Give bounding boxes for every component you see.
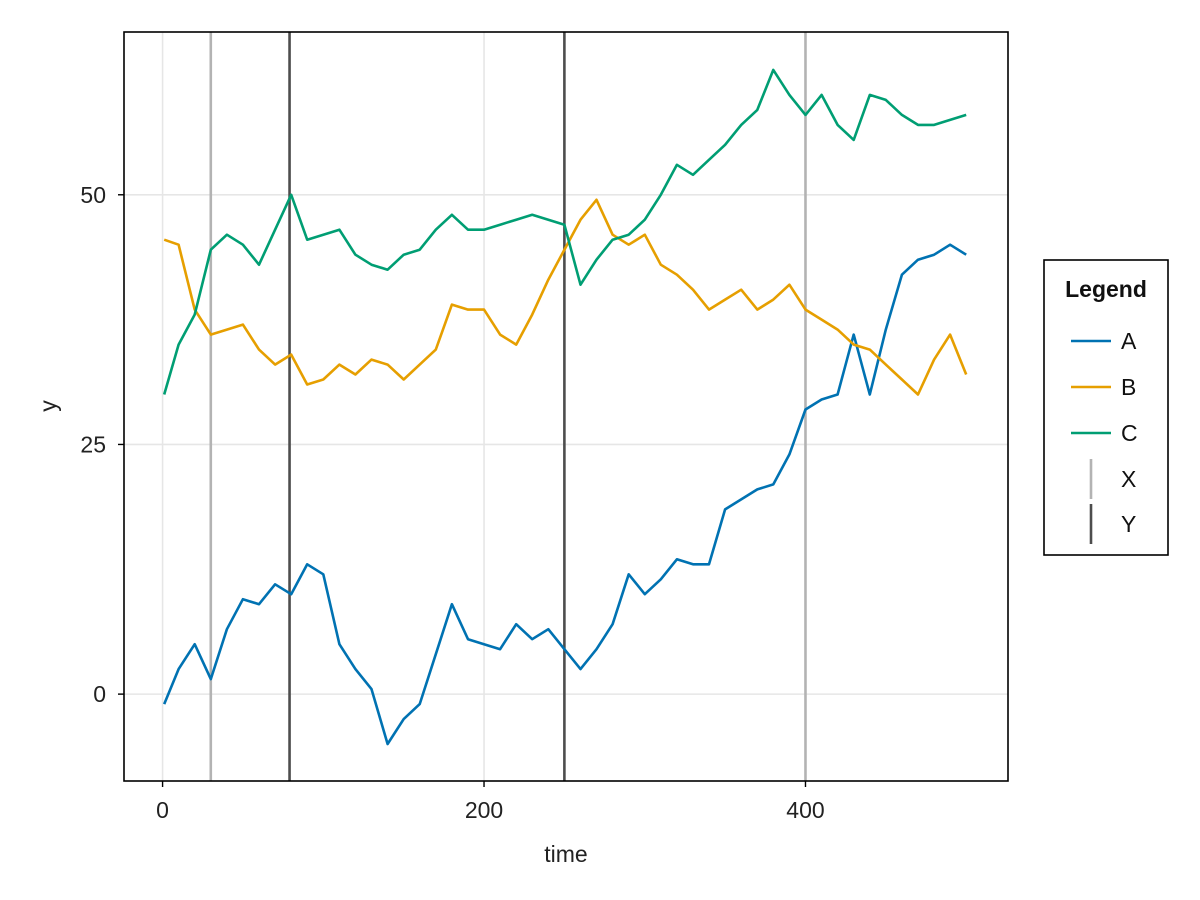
legend-label-a: A	[1121, 328, 1137, 354]
series-line-b	[163, 198, 968, 396]
series-line-a	[162, 243, 967, 746]
legend-title: Legend	[1065, 276, 1147, 302]
plot-frame	[123, 31, 1009, 782]
x-tick-label-2: 400	[786, 797, 824, 823]
legend-label-y: Y	[1121, 511, 1136, 537]
x-axis-label: time	[544, 841, 587, 867]
y-tick-label-0: 0	[93, 681, 106, 707]
x-tick-label-0: 0	[156, 797, 169, 823]
legend-label-b: B	[1121, 374, 1136, 400]
x-tick-label-1: 200	[465, 797, 503, 823]
y-tick-label-1: 25	[80, 431, 106, 457]
vertical-lines	[209, 32, 807, 781]
series-lines	[162, 68, 968, 746]
series-line-c	[162, 68, 967, 395]
y-tick-label-2: 50	[80, 182, 106, 208]
y-axis-ticks: 0 25 50	[80, 182, 124, 707]
legend-label-c: C	[1121, 420, 1138, 446]
legend-box	[1043, 259, 1169, 556]
y-axis-label: y	[35, 400, 61, 412]
legend-label-x: X	[1121, 466, 1136, 492]
x-axis-ticks: 0 200 400	[156, 781, 825, 823]
